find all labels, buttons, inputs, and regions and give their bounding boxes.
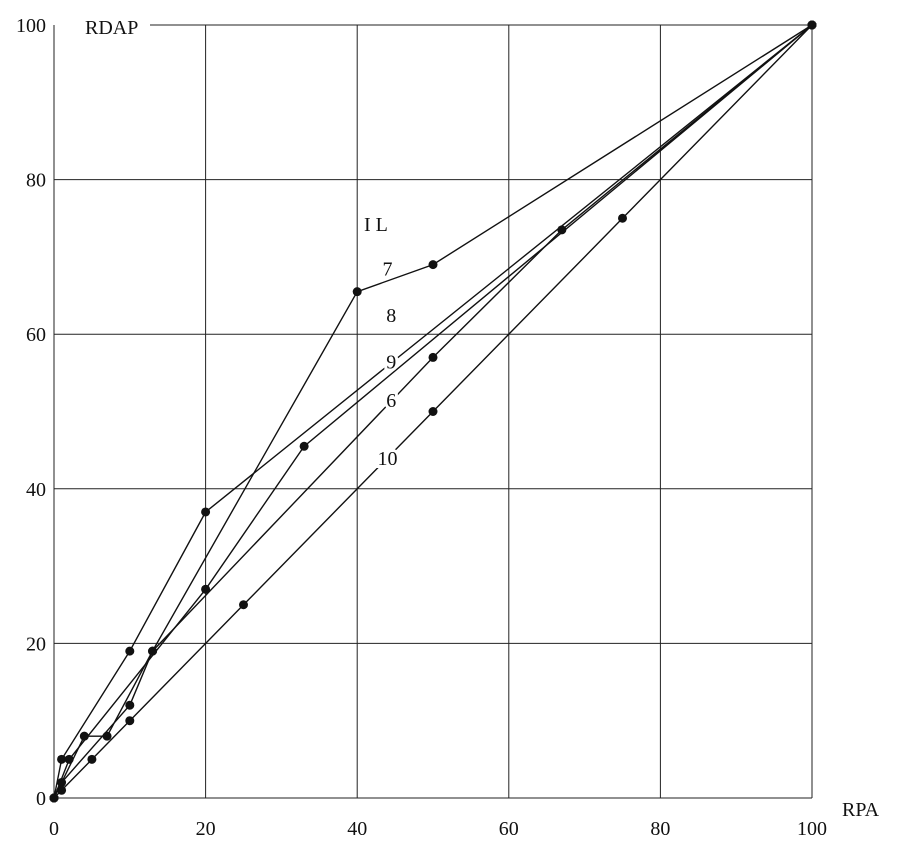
data-points [49,20,817,803]
data-point [57,754,67,764]
x-tick-label: 20 [196,818,216,840]
data-point [125,646,135,656]
data-point [49,793,59,803]
y-tick-label: 40 [26,479,46,501]
data-point [807,20,817,30]
data-point [201,507,211,517]
data-point [201,584,211,594]
data-point [102,731,112,741]
data-point [79,731,89,741]
data-point [428,260,438,270]
series-label-8: 8 [386,305,396,327]
data-point [125,716,135,726]
data-point [87,754,97,764]
y-tick-label: 60 [26,324,46,346]
data-point [618,213,627,223]
data-point [299,441,309,451]
data-point [148,646,158,656]
series-label-7: 7 [383,258,393,280]
data-point [428,352,438,362]
series-labels: 7 8 9 6 10 [375,255,401,472]
y-tick-label: 80 [26,170,46,192]
data-point [57,778,67,788]
x-tick-label: 40 [347,818,367,840]
y-axis-label: RDAP [85,17,138,39]
data-point [557,225,567,235]
data-point [428,407,438,416]
tick-labels: 0 20 40 60 80 100 0 20 40 60 80 100 [16,15,827,840]
x-tick-label: 0 [49,818,59,840]
x-tick-label: 80 [650,818,670,840]
grid-lines [53,24,813,799]
series-label-10: 10 [378,448,398,470]
series-line-10 [53,24,813,799]
series-label-9: 9 [386,351,396,373]
y-tick-label: 100 [16,15,46,37]
data-point [352,287,362,297]
x-tick-label: 100 [797,818,827,840]
data-point [239,600,248,610]
legend-title: I L [364,214,388,236]
x-axis-label: RPA [842,799,880,821]
y-tick-label: 20 [26,633,46,655]
data-point [125,700,135,710]
data-point [64,754,74,764]
x-tick-label: 60 [499,818,519,840]
y-tick-label: 0 [36,788,46,810]
data-point [57,785,67,795]
series-label-6: 6 [386,390,396,412]
